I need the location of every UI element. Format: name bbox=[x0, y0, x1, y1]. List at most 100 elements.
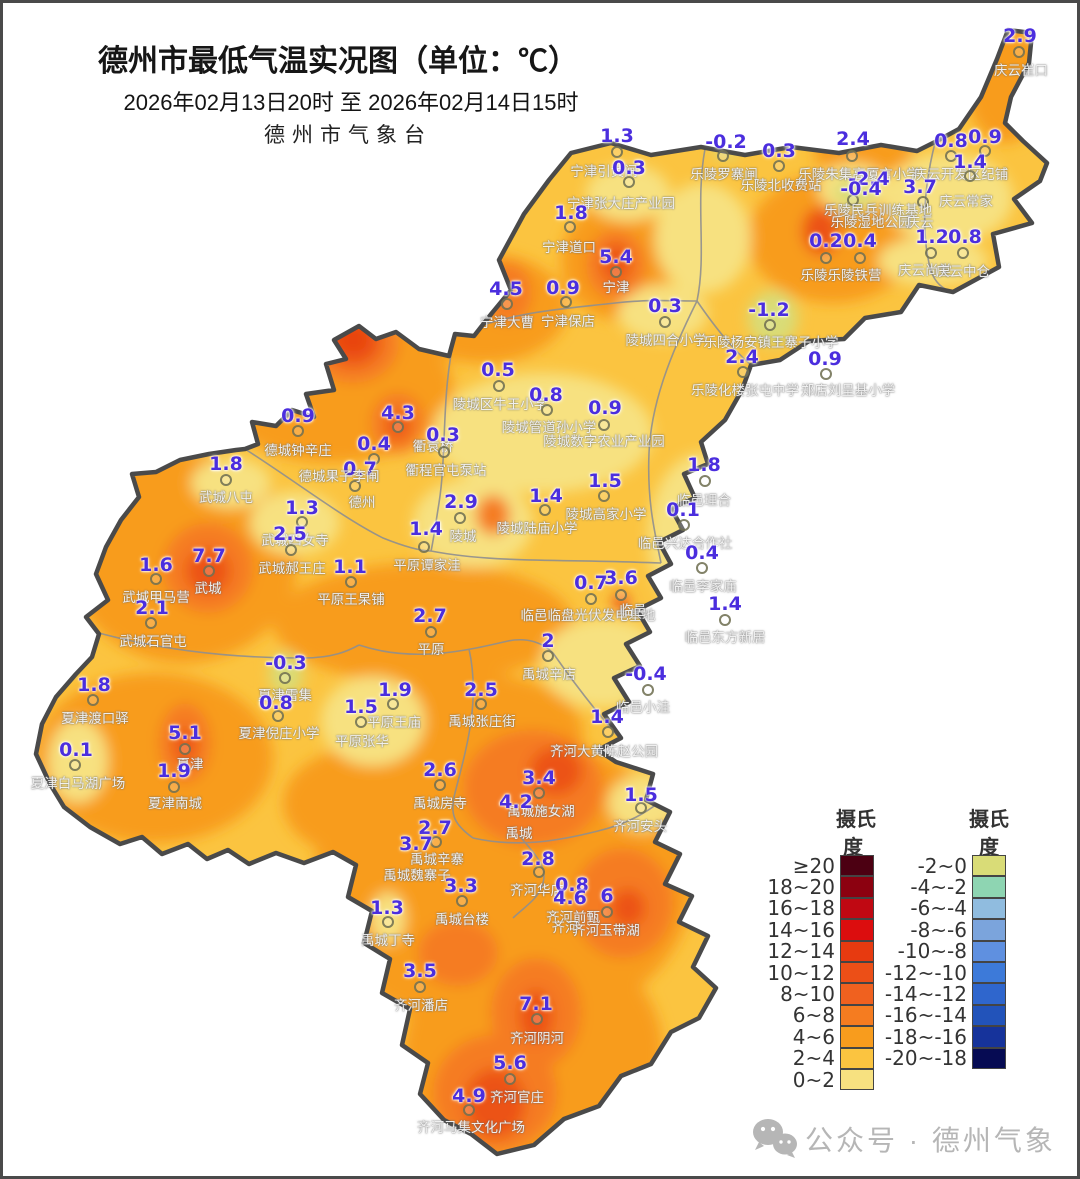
legend-color-swatch bbox=[840, 940, 874, 962]
station-label: 衢程官屯泵站 bbox=[405, 463, 487, 478]
station-marker bbox=[925, 247, 937, 259]
station-value: 0.3 bbox=[762, 140, 796, 162]
legend-range-label: ≥20 bbox=[792, 853, 835, 878]
station-marker bbox=[1013, 46, 1025, 58]
station-value: 2.5 bbox=[464, 679, 498, 701]
station-value: 2 bbox=[541, 630, 555, 652]
station-label: 齐河阴河 bbox=[510, 1031, 564, 1046]
station-marker bbox=[296, 516, 308, 528]
legend-warm-rows: ≥20 18~20 16~18 14~16 12~14 10~12 8~10 6~8 4~6 2~… bbox=[747, 853, 874, 1092]
station-marker bbox=[659, 316, 671, 328]
legend-unit-cold-line2: 度 bbox=[979, 837, 999, 859]
legend-row: 4~6 bbox=[747, 1025, 874, 1049]
station-value: 2.4 bbox=[725, 346, 759, 368]
station-label: 乐陵杨安镇王寨子小学 bbox=[703, 335, 839, 350]
legend-row: 0~2 bbox=[747, 1068, 874, 1092]
watermark-text: 公众号 · 德州气象 bbox=[805, 1125, 1056, 1156]
legend-row: 2~4 bbox=[747, 1046, 874, 1071]
station-marker bbox=[430, 836, 442, 848]
station-label: 齐河华店 bbox=[510, 883, 564, 898]
station-label: 宁津大曹 bbox=[480, 315, 534, 330]
station-marker bbox=[69, 759, 81, 771]
station-marker bbox=[418, 541, 430, 553]
legend-range-label: 2~4 bbox=[792, 1046, 835, 1071]
station-label: 禹城张庄街 bbox=[448, 714, 516, 729]
station-value: 2.5 bbox=[273, 523, 307, 545]
station-value: 4.6 bbox=[553, 887, 587, 909]
station-value: 1.8 bbox=[687, 454, 721, 476]
station-label: 夏津白马湖广场 bbox=[30, 776, 126, 791]
legend-range-label: 10~12 bbox=[767, 960, 835, 985]
legend-range-label: 16~18 bbox=[767, 896, 835, 921]
station-marker bbox=[615, 589, 627, 601]
legend-color-swatch bbox=[972, 940, 1006, 962]
station-value: 1.8 bbox=[209, 453, 243, 475]
station-label: 武城四女寺 bbox=[261, 533, 329, 548]
station-marker bbox=[438, 446, 450, 458]
station-value: 7.1 bbox=[519, 993, 553, 1015]
station-label: 庆云开发区纪铺 bbox=[913, 167, 1009, 182]
station-value: 3.6 bbox=[604, 567, 638, 589]
station-marker bbox=[602, 726, 614, 738]
station-value: 0.8 bbox=[529, 384, 563, 406]
station-marker bbox=[719, 614, 731, 626]
legend-color-swatch bbox=[972, 983, 1006, 1005]
legend-range-label: -8~-6 bbox=[910, 917, 967, 942]
station-value: 1.4 bbox=[590, 706, 624, 728]
legend-color-swatch bbox=[840, 855, 874, 877]
legend-color-swatch bbox=[840, 876, 874, 898]
station-label: 夏津渡口驿 bbox=[61, 711, 129, 726]
station-value: 0.4 bbox=[685, 542, 719, 564]
station-marker bbox=[957, 247, 969, 259]
station-value: -1.2 bbox=[748, 299, 790, 321]
station-label: 平原 bbox=[417, 642, 445, 657]
station-label: 禹城丁寺 bbox=[361, 933, 415, 948]
station-value: 5.6 bbox=[493, 1052, 527, 1074]
station-label: 武城八屯 bbox=[199, 490, 253, 505]
temperature-map bbox=[33, 27, 1050, 1157]
station-marker bbox=[717, 150, 729, 162]
station-label: 乐陵北收费站 bbox=[740, 178, 822, 193]
station-label: 平原王杲铺 bbox=[317, 592, 385, 607]
legend-unit-warm-line2: 度 bbox=[843, 837, 863, 859]
legend-range-label: -20~-18 bbox=[884, 1046, 967, 1071]
station-value: 3.7 bbox=[903, 176, 937, 198]
legend-cold-rows: -2~0 -4~-2 -6~-4 -8~-6 -10~-8 -12~-10 -14~-12-… bbox=[879, 854, 1006, 1071]
station-value: 0.1 bbox=[666, 499, 700, 521]
station-marker bbox=[533, 787, 545, 799]
station-value: 4.9 bbox=[452, 1085, 486, 1107]
station-label: 武城石官屯 bbox=[119, 634, 187, 649]
station-label: 陵城陆庙小学 bbox=[496, 521, 578, 536]
station-label: 乐陵湿地公园 bbox=[830, 215, 912, 230]
station-value: 5.4 bbox=[599, 246, 633, 268]
legend-range-label: 12~14 bbox=[767, 939, 835, 964]
station-label: 陵城管道孙小学 bbox=[501, 420, 597, 435]
station-marker bbox=[847, 194, 859, 206]
station-label: 齐河马集文化广场 bbox=[417, 1120, 525, 1135]
legend-color-swatch bbox=[972, 876, 1006, 898]
station-value: 7.7 bbox=[192, 545, 226, 567]
legend-row: 10~12 bbox=[747, 960, 874, 985]
station-value: 6 bbox=[600, 885, 614, 907]
legend-row: -14~-12 bbox=[879, 982, 1006, 1006]
station-marker bbox=[272, 710, 284, 722]
station-marker bbox=[454, 512, 466, 524]
station-value: 1.3 bbox=[600, 125, 634, 147]
station-marker bbox=[382, 916, 394, 928]
station-marker bbox=[501, 298, 513, 310]
station-marker bbox=[623, 176, 635, 188]
station-marker bbox=[598, 419, 610, 431]
station-marker bbox=[820, 252, 832, 264]
station-marker bbox=[539, 504, 551, 516]
station-label: 宁津道口 bbox=[542, 240, 596, 255]
station-label: 夏津倪庄小学 bbox=[238, 726, 320, 741]
station-value: 0.5 bbox=[481, 359, 515, 381]
station-value: 1.5 bbox=[344, 696, 378, 718]
station-value: 0.8 bbox=[948, 226, 982, 248]
legend-color-swatch bbox=[840, 919, 874, 941]
station-label: 庆云尚堂 bbox=[898, 263, 952, 278]
station-label: 禹城施女湖 bbox=[507, 804, 575, 819]
station-value: 0.9 bbox=[546, 277, 580, 299]
legend-color-swatch bbox=[972, 897, 1006, 920]
legend-color-swatch bbox=[840, 1068, 874, 1091]
